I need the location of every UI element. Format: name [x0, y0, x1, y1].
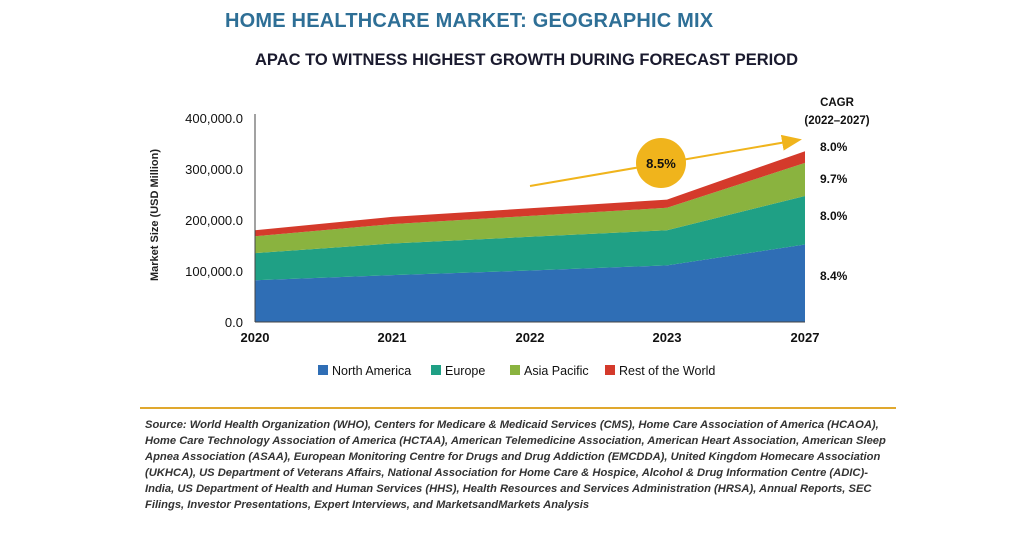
chart-subtitle: APAC TO WITNESS HIGHEST GROWTH DURING FO… [255, 51, 798, 69]
axes [254, 114, 805, 323]
legend-label: North America [332, 364, 411, 378]
y-tick-labels: 0.0 100,000.0 200,000.0 300,000.0 400,000.0 [185, 111, 243, 330]
x-tick-label: 2023 [653, 330, 682, 345]
y-tick-label: 300,000.0 [185, 162, 243, 177]
cagr-header: CAGR [820, 97, 855, 109]
legend-label: Asia Pacific [524, 364, 589, 378]
x-tick-label: 2021 [378, 330, 407, 345]
x-tick-label: 2020 [241, 330, 270, 345]
source-note: Source: World Health Organization (WHO),… [145, 419, 886, 511]
legend-swatch [431, 365, 441, 375]
legend: North America Europe Asia Pacific Rest of t… [318, 364, 715, 378]
cagr-value: 8.0% [820, 140, 848, 154]
legend-label: Rest of the World [619, 364, 715, 378]
legend-swatch [510, 365, 520, 375]
cagr-value: 9.7% [820, 172, 848, 186]
area-layers [255, 151, 805, 322]
cagr-value: 8.4% [820, 269, 848, 283]
cagr-badge-label: 8.5% [646, 156, 676, 171]
cagr-badge [636, 138, 686, 188]
y-tick-label: 0.0 [225, 315, 243, 330]
legend-label: Europe [445, 364, 485, 378]
y-axis-label: Market Size (USD Million) [149, 149, 161, 281]
y-tick-label: 200,000.0 [185, 213, 243, 228]
area-rest-of-the-world [255, 151, 805, 237]
area-europe [255, 196, 805, 281]
x-tick-label: 2027 [791, 330, 820, 345]
legend-swatch [605, 365, 615, 375]
y-tick-label: 400,000.0 [185, 111, 243, 126]
cagr-labels: CAGR (2022–2027) 8.4% 8.0% 9.7% 8.0% [804, 97, 869, 283]
x-tick-label: 2022 [516, 330, 545, 345]
y-tick-label: 100,000.0 [185, 264, 243, 279]
area-north-america [255, 244, 805, 322]
stacked-area-chart: 0.0100,000.0200,000.0300,000.0400,000.0 … [149, 97, 870, 378]
legend-swatch [318, 365, 328, 375]
cagr-period: (2022–2027) [804, 115, 869, 127]
source-divider [140, 407, 896, 409]
cagr-value: 8.0% [820, 209, 848, 223]
area-asia-pacific [255, 162, 805, 254]
x-tick-labels: 2020 2021 2022 2023 2027 [241, 330, 820, 345]
chart-title: HOME HEALTHCARE MARKET: GEOGRAPHIC MIX [225, 10, 714, 32]
growth-annotation: 8.5% [529, 134, 802, 188]
